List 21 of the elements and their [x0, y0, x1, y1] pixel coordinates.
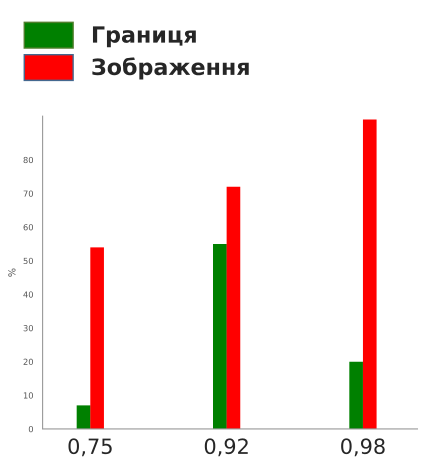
- y-tick-label: 80: [24, 156, 34, 164]
- y-tick-label: 30: [24, 325, 34, 332]
- y-tick-label: 10: [24, 392, 34, 399]
- y-tick-label: 40: [23, 291, 34, 298]
- x-tick-label: 0,92: [204, 438, 248, 456]
- x-tick-label: 0,98: [341, 438, 385, 456]
- legend-label: Границя: [92, 26, 196, 48]
- bar: [349, 362, 363, 429]
- y-tick-label: 70: [24, 190, 34, 197]
- y-tick-label: 20: [24, 358, 34, 365]
- bar: [90, 247, 104, 429]
- legend-label: Зображення: [92, 57, 249, 80]
- bar: [226, 186, 240, 429]
- bar: [362, 119, 377, 429]
- bar: [213, 244, 227, 429]
- y-tick-label: 0: [28, 426, 34, 432]
- y-tick-label: 60: [24, 224, 34, 230]
- x-tick-label: 0,75: [68, 438, 112, 456]
- bar: [76, 405, 90, 429]
- y-axis-title: %: [8, 268, 16, 277]
- y-tick-label: 50: [24, 258, 34, 264]
